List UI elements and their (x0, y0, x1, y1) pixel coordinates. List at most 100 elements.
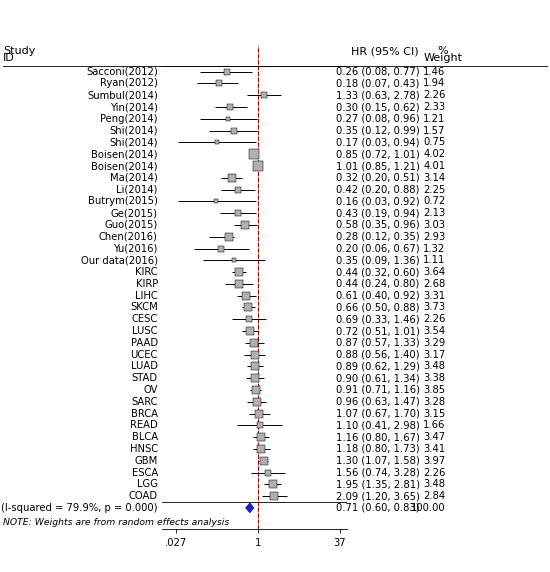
Text: ID: ID (3, 53, 14, 63)
Text: 0.96 (0.63, 1.47): 0.96 (0.63, 1.47) (336, 397, 420, 407)
Text: Overall  (I-squared = 79.9%, p = 0.000): Overall (I-squared = 79.9%, p = 0.000) (0, 503, 158, 513)
Text: Yu(2016): Yu(2016) (113, 244, 158, 253)
Text: 0.75: 0.75 (424, 137, 446, 148)
Text: 1.32: 1.32 (424, 244, 446, 253)
Text: Our data(2016): Our data(2016) (81, 255, 158, 265)
Text: Yin(2014): Yin(2014) (110, 102, 158, 112)
Text: 3.48: 3.48 (424, 362, 446, 371)
Text: 1.21: 1.21 (423, 114, 446, 124)
Text: KIRC: KIRC (135, 267, 158, 277)
Text: 3.29: 3.29 (424, 338, 446, 348)
Text: 2.26: 2.26 (423, 467, 446, 478)
Text: 0.20 (0.06, 0.67): 0.20 (0.06, 0.67) (336, 244, 420, 253)
Text: 2.84: 2.84 (424, 491, 446, 501)
Text: 3.28: 3.28 (424, 397, 446, 407)
Text: LGG: LGG (137, 479, 158, 489)
Text: 3.48: 3.48 (424, 479, 446, 489)
Text: 2.09 (1.20, 3.65): 2.09 (1.20, 3.65) (336, 491, 420, 501)
Text: 0.72: 0.72 (424, 196, 446, 206)
Text: 1.94: 1.94 (424, 78, 446, 89)
Text: Ryan(2012): Ryan(2012) (100, 78, 158, 89)
Text: 1.30 (1.07, 1.58): 1.30 (1.07, 1.58) (336, 456, 420, 466)
Text: 0.87 (0.57, 1.33): 0.87 (0.57, 1.33) (336, 338, 420, 348)
Text: Sacconi(2012): Sacconi(2012) (86, 67, 158, 77)
Text: HNSC: HNSC (130, 444, 158, 454)
Text: 0.71 (0.60, 0.83): 0.71 (0.60, 0.83) (336, 503, 420, 513)
Text: 0.88 (0.56, 1.40): 0.88 (0.56, 1.40) (336, 349, 420, 360)
Text: Ge(2015): Ge(2015) (111, 208, 158, 218)
Text: 0.16 (0.03, 0.92): 0.16 (0.03, 0.92) (336, 196, 420, 206)
Text: 0.89 (0.62, 1.29): 0.89 (0.62, 1.29) (336, 362, 420, 371)
Text: LUAD: LUAD (131, 362, 158, 371)
Text: PAAD: PAAD (131, 338, 158, 348)
Text: 0.66 (0.50, 0.88): 0.66 (0.50, 0.88) (336, 303, 420, 312)
Text: 1.57: 1.57 (423, 126, 446, 136)
Text: SARC: SARC (131, 397, 158, 407)
Text: 2.26: 2.26 (423, 90, 446, 100)
Text: 0.42 (0.20, 0.88): 0.42 (0.20, 0.88) (336, 185, 420, 194)
Text: 1.56 (0.74, 3.28): 1.56 (0.74, 3.28) (336, 467, 420, 478)
Text: ESCA: ESCA (131, 467, 158, 478)
Text: 3.85: 3.85 (424, 385, 446, 395)
Text: 1.46: 1.46 (424, 67, 446, 77)
Text: 3.15: 3.15 (424, 408, 446, 419)
Text: 0.58 (0.35, 0.96): 0.58 (0.35, 0.96) (336, 220, 420, 230)
Text: 0.35 (0.12, 0.99): 0.35 (0.12, 0.99) (336, 126, 420, 136)
Text: HR (95% CI): HR (95% CI) (351, 46, 419, 56)
Polygon shape (246, 503, 254, 513)
Text: OV: OV (144, 385, 158, 395)
Text: 0.44 (0.32, 0.60): 0.44 (0.32, 0.60) (336, 267, 420, 277)
Text: 0.85 (0.72, 1.01): 0.85 (0.72, 1.01) (336, 149, 420, 159)
Text: Study: Study (3, 46, 35, 56)
Text: 2.26: 2.26 (423, 314, 446, 324)
Text: 2.25: 2.25 (423, 185, 446, 194)
Text: 1.18 (0.80, 1.73): 1.18 (0.80, 1.73) (336, 444, 420, 454)
Text: Peng(2014): Peng(2014) (100, 114, 158, 124)
Text: 2.68: 2.68 (424, 279, 446, 289)
Text: 0.32 (0.20, 0.51): 0.32 (0.20, 0.51) (336, 173, 420, 183)
Text: Guo(2015): Guo(2015) (104, 220, 158, 230)
Text: 2.33: 2.33 (424, 102, 446, 112)
Text: BRCA: BRCA (131, 408, 158, 419)
Text: 0.26 (0.08, 0.77): 0.26 (0.08, 0.77) (336, 67, 420, 77)
Text: 0.72 (0.51, 1.01): 0.72 (0.51, 1.01) (336, 326, 420, 336)
Text: 3.54: 3.54 (424, 326, 446, 336)
Text: BLCA: BLCA (132, 432, 158, 442)
Text: 0.43 (0.19, 0.94): 0.43 (0.19, 0.94) (336, 208, 420, 218)
Text: 4.02: 4.02 (424, 149, 446, 159)
Text: Shi(2014): Shi(2014) (109, 126, 158, 136)
Text: NOTE: Weights are from random effects analysis: NOTE: Weights are from random effects an… (3, 518, 229, 527)
Text: 3.97: 3.97 (424, 456, 446, 466)
Text: COAD: COAD (129, 491, 158, 501)
Text: GBM: GBM (135, 456, 158, 466)
Text: LIHC: LIHC (135, 291, 158, 301)
Text: Boisen(2014): Boisen(2014) (91, 149, 158, 159)
Text: 0.91 (0.71, 1.16): 0.91 (0.71, 1.16) (336, 385, 420, 395)
Text: %: % (437, 46, 448, 56)
Text: 1.01 (0.85, 1.21): 1.01 (0.85, 1.21) (336, 161, 420, 171)
Text: CESC: CESC (131, 314, 158, 324)
Text: 100.00: 100.00 (411, 503, 446, 513)
Text: 3.41: 3.41 (424, 444, 446, 454)
Text: 0.61 (0.40, 0.92): 0.61 (0.40, 0.92) (336, 291, 420, 301)
Text: 1.16 (0.80, 1.67): 1.16 (0.80, 1.67) (336, 432, 420, 442)
Text: UCEC: UCEC (130, 349, 158, 360)
Text: STAD: STAD (132, 373, 158, 383)
Text: 2.93: 2.93 (424, 232, 446, 242)
Text: 3.64: 3.64 (424, 267, 446, 277)
Text: 3.14: 3.14 (424, 173, 446, 183)
Text: SKCM: SKCM (130, 303, 158, 312)
Text: 3.73: 3.73 (424, 303, 446, 312)
Text: 0.28 (0.12, 0.35): 0.28 (0.12, 0.35) (336, 232, 420, 242)
Text: 4.01: 4.01 (424, 161, 446, 171)
Text: Boisen(2014): Boisen(2014) (91, 161, 158, 171)
Text: 1.11: 1.11 (423, 255, 446, 265)
Text: KIRP: KIRP (136, 279, 158, 289)
Text: 0.44 (0.24, 0.80): 0.44 (0.24, 0.80) (337, 279, 420, 289)
Text: Ma(2014): Ma(2014) (110, 173, 158, 183)
Text: 0.27 (0.08, 0.96): 0.27 (0.08, 0.96) (336, 114, 420, 124)
Text: Butrym(2015): Butrym(2015) (88, 196, 158, 206)
Text: 3.38: 3.38 (424, 373, 446, 383)
Text: 0.69 (0.33, 1.46): 0.69 (0.33, 1.46) (336, 314, 420, 324)
Text: 1.33 (0.63, 2.78): 1.33 (0.63, 2.78) (336, 90, 420, 100)
